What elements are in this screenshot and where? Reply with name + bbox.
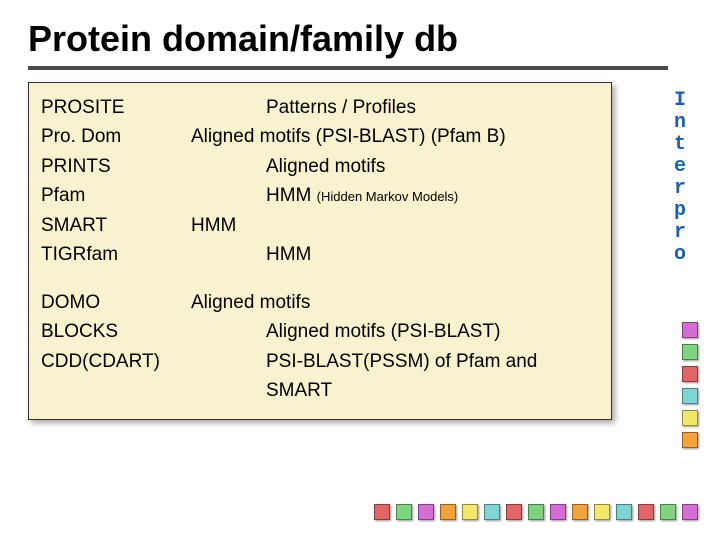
sidebar-letter: e: [674, 156, 686, 178]
method-note: (Hidden Markov Models): [317, 189, 459, 204]
deco-square: [682, 410, 698, 426]
sidebar-label: Interpro: [674, 90, 686, 266]
db-group-2: DOMOAligned motifs BLOCKSAligned motifs …: [41, 288, 599, 406]
deco-squares-horizontal: [374, 504, 698, 520]
deco-square: [572, 504, 588, 520]
db-row: SMARTHMM: [41, 211, 599, 240]
db-method: HMM: [191, 240, 599, 269]
db-method: Aligned motifs: [191, 152, 599, 181]
db-method: PSI-BLAST(PSSM) of Pfam and SMART: [191, 347, 599, 406]
deco-square: [616, 504, 632, 520]
deco-square: [484, 504, 500, 520]
db-row: PRINTSAligned motifs: [41, 152, 599, 181]
deco-square: [682, 322, 698, 338]
db-name: BLOCKS: [41, 317, 191, 346]
db-method: HMM (Hidden Markov Models): [191, 181, 599, 210]
group-spacer: [41, 270, 599, 288]
db-row: BLOCKSAligned motifs (PSI-BLAST): [41, 317, 599, 346]
deco-square: [550, 504, 566, 520]
deco-square: [638, 504, 654, 520]
db-row: Pro. DomAligned motifs (PSI-BLAST) (Pfam…: [41, 122, 599, 151]
db-name: Pro. Dom: [41, 122, 191, 151]
db-row: PROSITEPatterns / Profiles: [41, 93, 599, 122]
db-method: Aligned motifs (PSI-BLAST): [191, 317, 599, 346]
sidebar-letter: r: [674, 222, 686, 244]
deco-square: [682, 388, 698, 404]
db-method: Patterns / Profiles: [191, 93, 599, 122]
deco-square: [682, 504, 698, 520]
db-row: TIGRfamHMM: [41, 240, 599, 269]
deco-squares-vertical: [682, 322, 698, 448]
sidebar-letter: o: [674, 244, 686, 266]
db-row: DOMOAligned motifs: [41, 288, 599, 317]
db-name: CDD(CDART): [41, 347, 191, 406]
deco-square: [396, 504, 412, 520]
title-rule: [28, 66, 668, 70]
db-name: Pfam: [41, 181, 191, 210]
deco-square: [374, 504, 390, 520]
db-name: PROSITE: [41, 93, 191, 122]
sidebar-letter: r: [674, 178, 686, 200]
deco-square: [682, 366, 698, 382]
sidebar-letter: I: [674, 90, 686, 112]
db-name: DOMO: [41, 288, 191, 317]
db-group-1: PROSITEPatterns / Profiles Pro. DomAlign…: [41, 93, 599, 270]
db-row: CDD(CDART)PSI-BLAST(PSSM) of Pfam and SM…: [41, 347, 599, 406]
db-method: Aligned motifs (PSI-BLAST) (Pfam B): [191, 122, 599, 151]
db-name: SMART: [41, 211, 191, 240]
db-name: TIGRfam: [41, 240, 191, 269]
deco-square: [440, 504, 456, 520]
sidebar-letter: t: [674, 134, 686, 156]
deco-square: [462, 504, 478, 520]
slide-title: Protein domain/family db: [28, 18, 692, 60]
deco-square: [660, 504, 676, 520]
deco-square: [682, 432, 698, 448]
content-box: PROSITEPatterns / Profiles Pro. DomAlign…: [28, 82, 612, 420]
deco-square: [418, 504, 434, 520]
db-method: HMM: [191, 211, 599, 240]
db-method: Aligned motifs: [191, 288, 599, 317]
deco-square: [506, 504, 522, 520]
sidebar-letter: p: [674, 200, 686, 222]
sidebar-letter: n: [674, 112, 686, 134]
deco-square: [528, 504, 544, 520]
db-row: PfamHMM (Hidden Markov Models): [41, 181, 599, 210]
deco-square: [682, 344, 698, 360]
db-name: PRINTS: [41, 152, 191, 181]
deco-square: [594, 504, 610, 520]
